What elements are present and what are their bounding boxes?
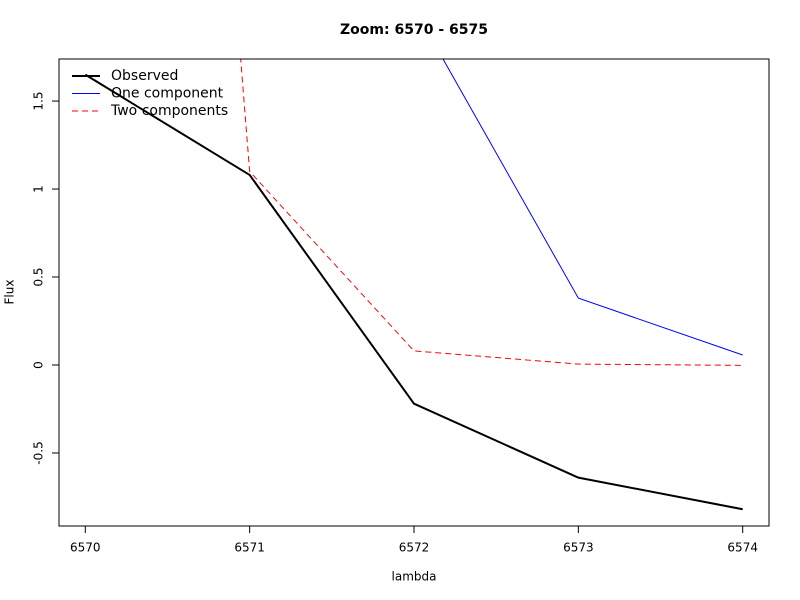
x-tick-label: 6574	[727, 541, 758, 555]
x-axis-label: lambda	[392, 570, 437, 584]
chart-title: Zoom: 6570 - 6575	[340, 22, 488, 38]
x-tick-label: 6572	[399, 541, 430, 555]
series-line	[442, 59, 743, 356]
y-tick-label: 1	[32, 185, 46, 193]
series-line	[240, 59, 743, 366]
y-tick-label: 1.5	[32, 92, 46, 111]
y-tick-label: 0	[32, 361, 46, 369]
x-tick-label: 6571	[234, 541, 265, 555]
legend-label: Two components	[110, 103, 228, 119]
legend-label: One component	[111, 86, 224, 102]
y-axis-label: Flux	[3, 280, 17, 305]
y-tick-label: -0.5	[32, 441, 46, 464]
series-line	[84, 73, 743, 511]
plot-area	[84, 59, 743, 511]
legend-label: Observed	[111, 68, 178, 84]
plot-frame	[58, 58, 770, 527]
y-tick-label: 0.5	[32, 267, 46, 286]
x-tick-label: 6570	[70, 541, 101, 555]
x-tick-label: 6573	[563, 541, 594, 555]
